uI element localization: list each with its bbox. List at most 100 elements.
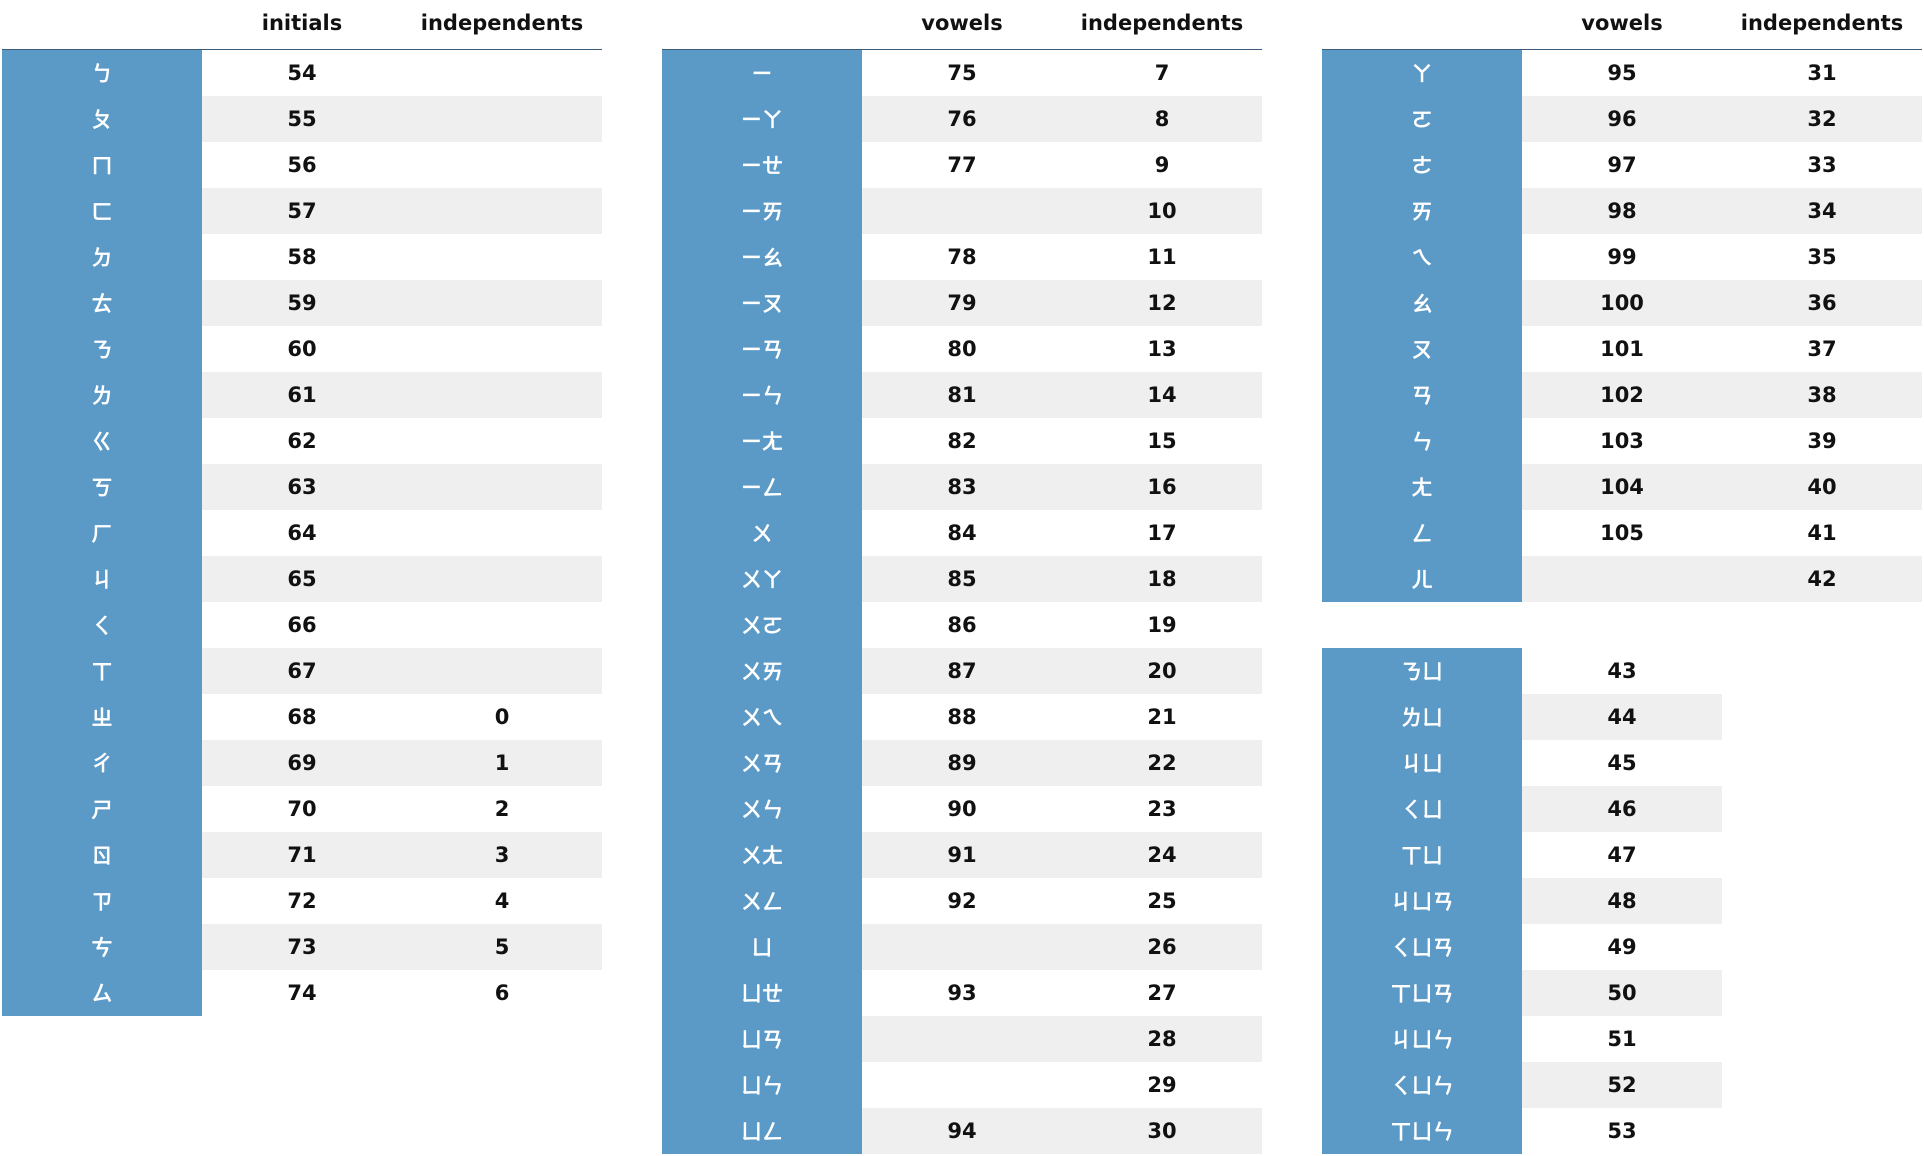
table-row: ㄎ 63: [2, 464, 602, 510]
symbol-cell: ㄤ: [1322, 464, 1522, 510]
table-row: ㄞ 98 34: [1322, 188, 1922, 234]
symbol-cell: ㄥ: [1322, 510, 1522, 556]
value-cell: 99: [1607, 245, 1637, 269]
value-cell: [1522, 556, 1722, 602]
table-header: vowels independents: [662, 0, 1262, 50]
value-cell: [402, 556, 602, 602]
value-cell: 79: [862, 280, 1062, 326]
symbol-cell: ㄑ: [2, 602, 202, 648]
value-cell: [402, 142, 602, 188]
value-cell: [862, 924, 1062, 970]
value-cell: 94: [862, 1108, 1062, 1154]
symbol-cell: ㄆ: [2, 96, 202, 142]
table-row: ㄉ 58: [2, 234, 602, 280]
symbol-cell: ㄑㄩ: [1322, 786, 1522, 832]
header-independents: independents: [420, 11, 584, 35]
value-cell: 88: [947, 705, 977, 729]
value-cell: 42: [1722, 556, 1922, 602]
value-cell: 105: [1600, 521, 1644, 545]
table-row: ㄗ 72 4: [2, 878, 602, 924]
table-row: ㄊ 59: [2, 280, 602, 326]
value-cell: [402, 418, 602, 464]
table-row: ㄙ 74 6: [2, 970, 602, 1016]
table-row: ㄍ 62: [2, 418, 602, 464]
value-cell: 52: [1522, 1062, 1722, 1108]
table-row: ㄨㄤ 91 24: [662, 832, 1262, 878]
table-row: ㄦ 42: [1322, 556, 1922, 602]
value-cell: 4: [494, 889, 510, 913]
symbol-cell: ㄩㄝ: [662, 970, 862, 1016]
table-row: ㄘ 73 5: [2, 924, 602, 970]
value-cell: 73: [202, 924, 402, 970]
value-cell: 37: [1807, 337, 1837, 361]
table-row: ㄨㄞ 87 20: [662, 648, 1262, 694]
value-cell: 64: [287, 521, 317, 545]
value-cell: 8: [1062, 96, 1262, 142]
symbol-cell: ㄟ: [1322, 234, 1522, 280]
value-cell: 31: [1807, 61, 1837, 85]
symbol-cell: ㄩ: [662, 924, 862, 970]
value-cell: 44: [1522, 694, 1722, 740]
value-cell: [402, 50, 602, 96]
table-row: ㄓ 68 0: [2, 694, 602, 740]
table-row: ㄑㄩㄣ 52: [1322, 1062, 1922, 1108]
table-row: ㄋ 60: [2, 326, 602, 372]
symbol-cell: ㄧㄤ: [662, 418, 862, 464]
value-cell: 0: [494, 705, 510, 729]
table-row: ㄩㄥ 94 30: [662, 1108, 1262, 1154]
value-cell: 35: [1807, 245, 1837, 269]
value-cell: 27: [1147, 981, 1177, 1005]
symbol-cell: ㄧㄣ: [662, 372, 862, 418]
symbol-cell: ㄍ: [2, 418, 202, 464]
table-row: ㄏ 64: [2, 510, 602, 556]
value-cell: 67: [202, 648, 402, 694]
value-cell: 87: [862, 648, 1062, 694]
value-cell: 65: [202, 556, 402, 602]
value-cell: 86: [947, 613, 977, 637]
table-row: ㄔ 69 1: [2, 740, 602, 786]
symbol-cell: ㄐㄩㄣ: [1322, 1016, 1522, 1062]
value-cell: 13: [1147, 337, 1177, 361]
value-cell: 101: [1600, 337, 1644, 361]
table-row: ㄨ 84 17: [662, 510, 1262, 556]
header-vowels: vowels: [921, 11, 1003, 35]
value-cell: 1: [402, 740, 602, 786]
value-cell: [402, 280, 602, 326]
symbol-cell: ㄣ: [1322, 418, 1522, 464]
value-cell: [402, 234, 602, 280]
value-cell: 46: [1522, 786, 1722, 832]
symbol-cell: ㄧㄝ: [662, 142, 862, 188]
value-cell: 15: [1147, 429, 1177, 453]
table-row: ㄒㄩ 47: [1322, 832, 1922, 878]
value-cell: 71: [202, 832, 402, 878]
value-cell: 45: [1607, 751, 1637, 775]
symbol-cell: ㄋ: [2, 326, 202, 372]
value-cell: 23: [1147, 797, 1177, 821]
value-cell: 2: [494, 797, 510, 821]
finals-table: vowels independents ㄚ 95 31 ㄛ 96 32 ㄜ 97 33 ㄞ 98 34…: [1322, 0, 1922, 1154]
value-cell: 78: [947, 245, 977, 269]
value-cell: 34: [1722, 188, 1922, 234]
table-row: ㄑ 66: [2, 602, 602, 648]
value-cell: 77: [947, 153, 977, 177]
symbol-cell: ㄦ: [1322, 556, 1522, 602]
table-header: initials independents: [2, 0, 602, 50]
value-cell: 82: [947, 429, 977, 453]
table-row: ㄇ 56: [2, 142, 602, 188]
combos-table: ㄋㄩ 43 ㄌㄩ 44 ㄐㄩ 45 ㄑㄩ 46 ㄒㄩ 47 ㄐㄩㄢ 48 ㄑㄩㄢ 49 ㄒㄩㄢ 50 ㄐㄩㄣ 51…: [1322, 648, 1922, 1154]
symbol-cell: ㄨㄣ: [662, 786, 862, 832]
header-symbol: [662, 0, 862, 46]
symbol-cell: ㄨㄞ: [662, 648, 862, 694]
value-cell: 104: [1522, 464, 1722, 510]
table-row: ㄌ 61: [2, 372, 602, 418]
table-row: ㄒㄩㄢ 50: [1322, 970, 1922, 1016]
value-cell: [402, 96, 602, 142]
symbol-cell: ㄏ: [2, 510, 202, 556]
value-cell: 22: [1062, 740, 1262, 786]
value-cell: 26: [1062, 924, 1262, 970]
symbol-cell: ㄨㄚ: [662, 556, 862, 602]
table-row: ㄧㄚ 76 8: [662, 96, 1262, 142]
value-cell: [402, 188, 602, 234]
value-cell: 63: [202, 464, 402, 510]
value-cell: 68: [287, 705, 317, 729]
